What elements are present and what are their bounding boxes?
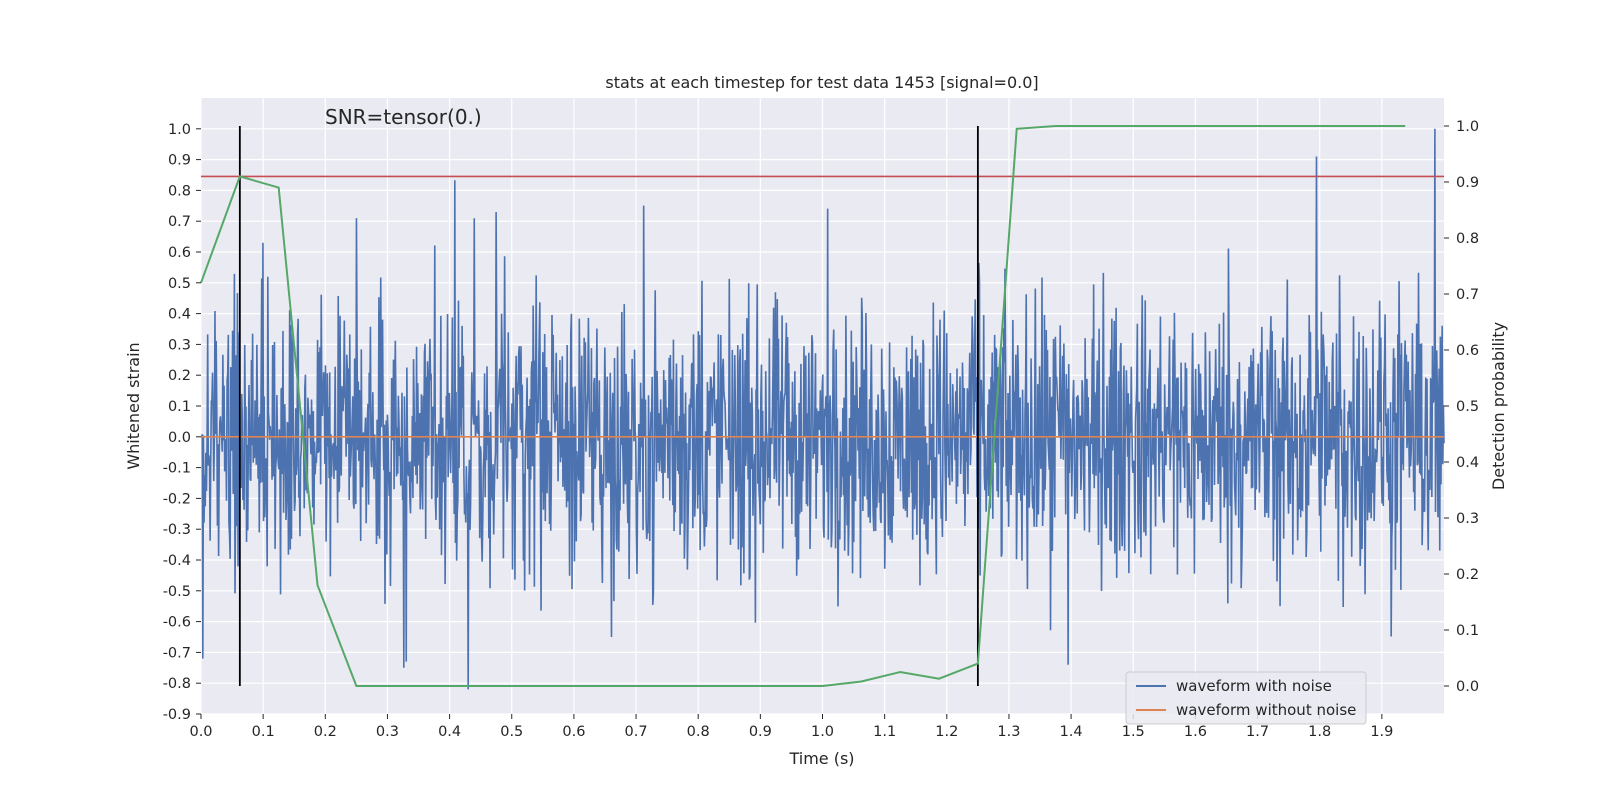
- x-tick-label: 1.0: [811, 724, 834, 740]
- x-tick-label: 0.6: [562, 724, 585, 740]
- x-axis-ticks: 0.0 0.1 0.2 0.3 0.4 0.5 0.6 0.7 0.8 0.9 1.0 1.1 1.2 1…: [189, 714, 1393, 740]
- y-left-tick-label: 0.3: [168, 337, 191, 353]
- y-left-tick-label: -0.4: [163, 553, 191, 569]
- y-left-tick-label: 0.8: [168, 183, 191, 199]
- x-tick-label: 0.8: [687, 724, 710, 740]
- legend-label-noise: waveform with noise: [1176, 677, 1332, 695]
- y-left-tick-label: 0.0: [168, 430, 191, 446]
- y-left-tick-label: 0.2: [168, 368, 191, 384]
- y-left-tick-label: -0.8: [163, 676, 191, 692]
- legend-label-clean: waveform without noise: [1176, 701, 1356, 719]
- x-tick-label: 1.5: [1122, 724, 1145, 740]
- y-left-tick-label: -0.1: [163, 461, 191, 477]
- series-layer: [200, 125, 1445, 690]
- y-left-tick-label: -0.3: [163, 522, 191, 538]
- y-right-tick-label: 0.7: [1456, 287, 1479, 303]
- y-left-tick-label: 0.7: [168, 214, 191, 230]
- y-left-tick-label: -0.5: [163, 584, 191, 600]
- y-left-tick-label: 0.9: [168, 153, 191, 169]
- x-tick-label: 1.4: [1060, 724, 1083, 740]
- y-right-tick-label: 0.3: [1456, 511, 1479, 527]
- y-left-tick-label: 1.0: [168, 122, 191, 138]
- x-tick-label: 0.0: [189, 724, 212, 740]
- legend: waveform with noise waveform without noi…: [1125, 671, 1367, 725]
- y-left-tick-label: -0.6: [163, 615, 191, 631]
- x-tick-label: 1.1: [873, 724, 896, 740]
- series-waveform-with-noise: [200, 128, 1445, 690]
- x-tick-label: 0.9: [749, 724, 772, 740]
- y-right-tick-label: 0.5: [1456, 399, 1479, 415]
- x-tick-label: 1.8: [1308, 724, 1331, 740]
- x-tick-label: 1.9: [1370, 724, 1393, 740]
- x-tick-label: 0.3: [376, 724, 399, 740]
- legend-box: [1125, 671, 1367, 725]
- y-axis-right-ticks: 1.0 0.9 0.8 0.7 0.6 0.5 0.4 0.3 0.2 0.1 0.0: [1444, 119, 1479, 695]
- y-right-tick-label: 0.8: [1456, 231, 1479, 247]
- y-right-tick-label: 0.2: [1456, 567, 1479, 583]
- y-left-tick-label: -0.2: [163, 491, 191, 507]
- chart-title: stats at each timestep for test data 145…: [605, 73, 1038, 92]
- y-right-tick-label: 1.0: [1456, 119, 1479, 135]
- y-left-tick-label: -0.7: [163, 645, 191, 661]
- y-right-tick-label: 0.9: [1456, 175, 1479, 191]
- x-tick-label: 1.7: [1246, 724, 1269, 740]
- y-left-tick-label: -0.9: [163, 707, 191, 723]
- x-tick-label: 0.4: [438, 724, 461, 740]
- x-tick-label: 0.2: [314, 724, 337, 740]
- x-tick-label: 0.1: [252, 724, 275, 740]
- y-right-tick-label: 0.0: [1456, 679, 1479, 695]
- y-left-tick-label: 0.6: [168, 245, 191, 261]
- x-tick-label: 0.5: [500, 724, 523, 740]
- y-axis-left-label: Whitened strain: [124, 342, 143, 469]
- x-tick-label: 1.2: [935, 724, 958, 740]
- snr-annotation: SNR=tensor(0.): [325, 105, 482, 129]
- y-right-tick-label: 0.6: [1456, 343, 1479, 359]
- y-axis-left-ticks: 1.0 0.9 0.8 0.7 0.6 0.5 0.4 0.3 0.2 0.1 0.0 -0.1 -0.…: [163, 122, 201, 723]
- x-tick-label: 1.3: [997, 724, 1020, 740]
- x-tick-label: 1.6: [1184, 724, 1207, 740]
- x-tick-label: 0.7: [625, 724, 648, 740]
- y-left-tick-label: 0.5: [168, 276, 191, 292]
- y-left-tick-label: 0.4: [168, 307, 191, 323]
- y-right-tick-label: 0.1: [1456, 623, 1479, 639]
- y-right-tick-label: 0.4: [1456, 455, 1479, 471]
- y-left-tick-label: 0.1: [168, 399, 191, 415]
- series-detection-probability: [200, 125, 1406, 687]
- y-axis-right-label: Detection probability: [1489, 322, 1508, 490]
- x-axis-label: Time (s): [788, 749, 854, 768]
